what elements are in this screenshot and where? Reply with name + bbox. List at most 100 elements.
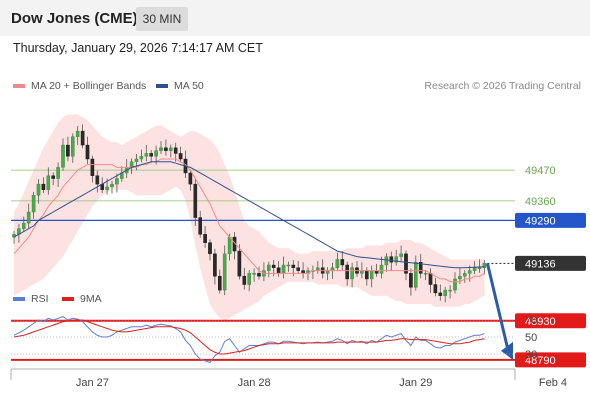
candle-body (227, 236, 232, 255)
candle-body (66, 144, 70, 157)
candle-body (26, 211, 31, 224)
candle-body (350, 267, 354, 280)
candle-body (237, 250, 242, 277)
candle-body (208, 242, 212, 255)
current-price-label: 49136 (525, 258, 556, 270)
ma9-label: 9MA (80, 293, 102, 305)
candle-body (448, 289, 452, 292)
candle-body (345, 264, 350, 280)
candle-body (173, 147, 178, 154)
candle-body (414, 262, 418, 288)
candle-body (276, 267, 281, 274)
candle-body (213, 253, 217, 277)
candle-body (144, 153, 149, 157)
candle-body (159, 147, 163, 151)
candle-body (365, 270, 369, 280)
candle-body (458, 275, 462, 280)
timeframe-button[interactable]: 30 MIN (136, 7, 188, 31)
rsi-level-label-70: 70 (525, 315, 537, 327)
x-tick-label: Feb 4 (539, 377, 567, 389)
ma9-swatch (62, 297, 74, 302)
level-tag-49290 (515, 212, 586, 228)
level-label-49470: 49470 (525, 165, 556, 177)
candle-body (281, 264, 286, 274)
ma20-swatch (13, 84, 25, 89)
legend-ma50: MA 50 (156, 80, 204, 92)
level-label-49290: 49290 (525, 215, 556, 227)
candle-body (453, 278, 457, 291)
candle-body (379, 264, 384, 274)
candle-body (105, 186, 109, 190)
candle-body (90, 158, 95, 176)
rsi-label: RSI (31, 293, 49, 305)
candle-body (477, 267, 482, 269)
candle-body (472, 267, 477, 271)
credit-text: Research © 2026 Trading Central (424, 80, 581, 92)
candle-body (46, 175, 51, 190)
level-tag-48790 (515, 352, 586, 368)
level-label-49360: 49360 (525, 196, 556, 208)
x-tick-label: Jan 27 (76, 377, 109, 389)
ma50-label: MA 50 (174, 80, 204, 92)
candle-body (389, 256, 394, 263)
rsi-level-label-50: 50 (525, 332, 537, 344)
instrument-title: Dow Jones (CME) (11, 10, 138, 27)
candle-body (139, 156, 144, 160)
candle-body (85, 144, 90, 160)
candle-body (384, 256, 389, 266)
candle-body (467, 270, 472, 274)
candle-body (271, 264, 276, 268)
legend-ma20: MA 20 + Bollinger Bands (13, 80, 146, 92)
candle-body (296, 267, 301, 271)
ma20-line (13, 158, 485, 283)
candle-body (286, 264, 291, 267)
candle-body (129, 161, 134, 168)
forecast-arrow-head (501, 341, 513, 360)
candle-body (335, 259, 340, 268)
timestamp: Thursday, January 29, 2026 7:14:17 AM CE… (13, 41, 263, 55)
candle-body (217, 275, 222, 291)
ma20-label: MA 20 + Bollinger Bands (31, 80, 147, 92)
candle-body (61, 144, 65, 168)
candle-body (443, 289, 448, 296)
candle-body (428, 273, 433, 285)
rsi-swatch (13, 297, 25, 302)
candle-body (242, 275, 247, 285)
rsi-ma9-line (13, 319, 485, 355)
level-label-48930: 48930 (525, 316, 556, 328)
candle-body (110, 183, 114, 188)
candle-body (423, 273, 428, 275)
candle-body (409, 273, 413, 288)
legend-ma9: 9MA (62, 293, 102, 305)
candle-body (340, 259, 345, 266)
candle-body (404, 253, 408, 274)
rsi-line (13, 316, 485, 364)
candle-body (31, 195, 36, 213)
legend-rsi: RSI (13, 293, 49, 305)
candle-body (75, 130, 80, 137)
candle-body (95, 175, 100, 185)
ma50-swatch (156, 84, 168, 89)
candle-body (433, 284, 438, 294)
ma50-line (13, 161, 485, 269)
candle-body (418, 262, 423, 274)
candle-body (222, 253, 227, 291)
candle-body (257, 273, 261, 277)
candle-body (178, 153, 183, 160)
forecast-arrow-shaft (485, 262, 510, 351)
candle-body (267, 264, 271, 271)
candle-body (41, 183, 46, 190)
chart-header: Dow Jones (CME) 30 MIN (0, 0, 590, 36)
candle-body (193, 183, 198, 218)
candle-body (252, 273, 256, 275)
candle-body (203, 234, 207, 243)
candle-body (438, 292, 443, 296)
candle-body (51, 175, 55, 179)
candle-body (394, 256, 399, 263)
candle-body (149, 153, 154, 157)
candle-body (247, 273, 252, 285)
candle-body (80, 130, 85, 146)
candle-body (168, 147, 173, 151)
candle-body (22, 222, 26, 229)
